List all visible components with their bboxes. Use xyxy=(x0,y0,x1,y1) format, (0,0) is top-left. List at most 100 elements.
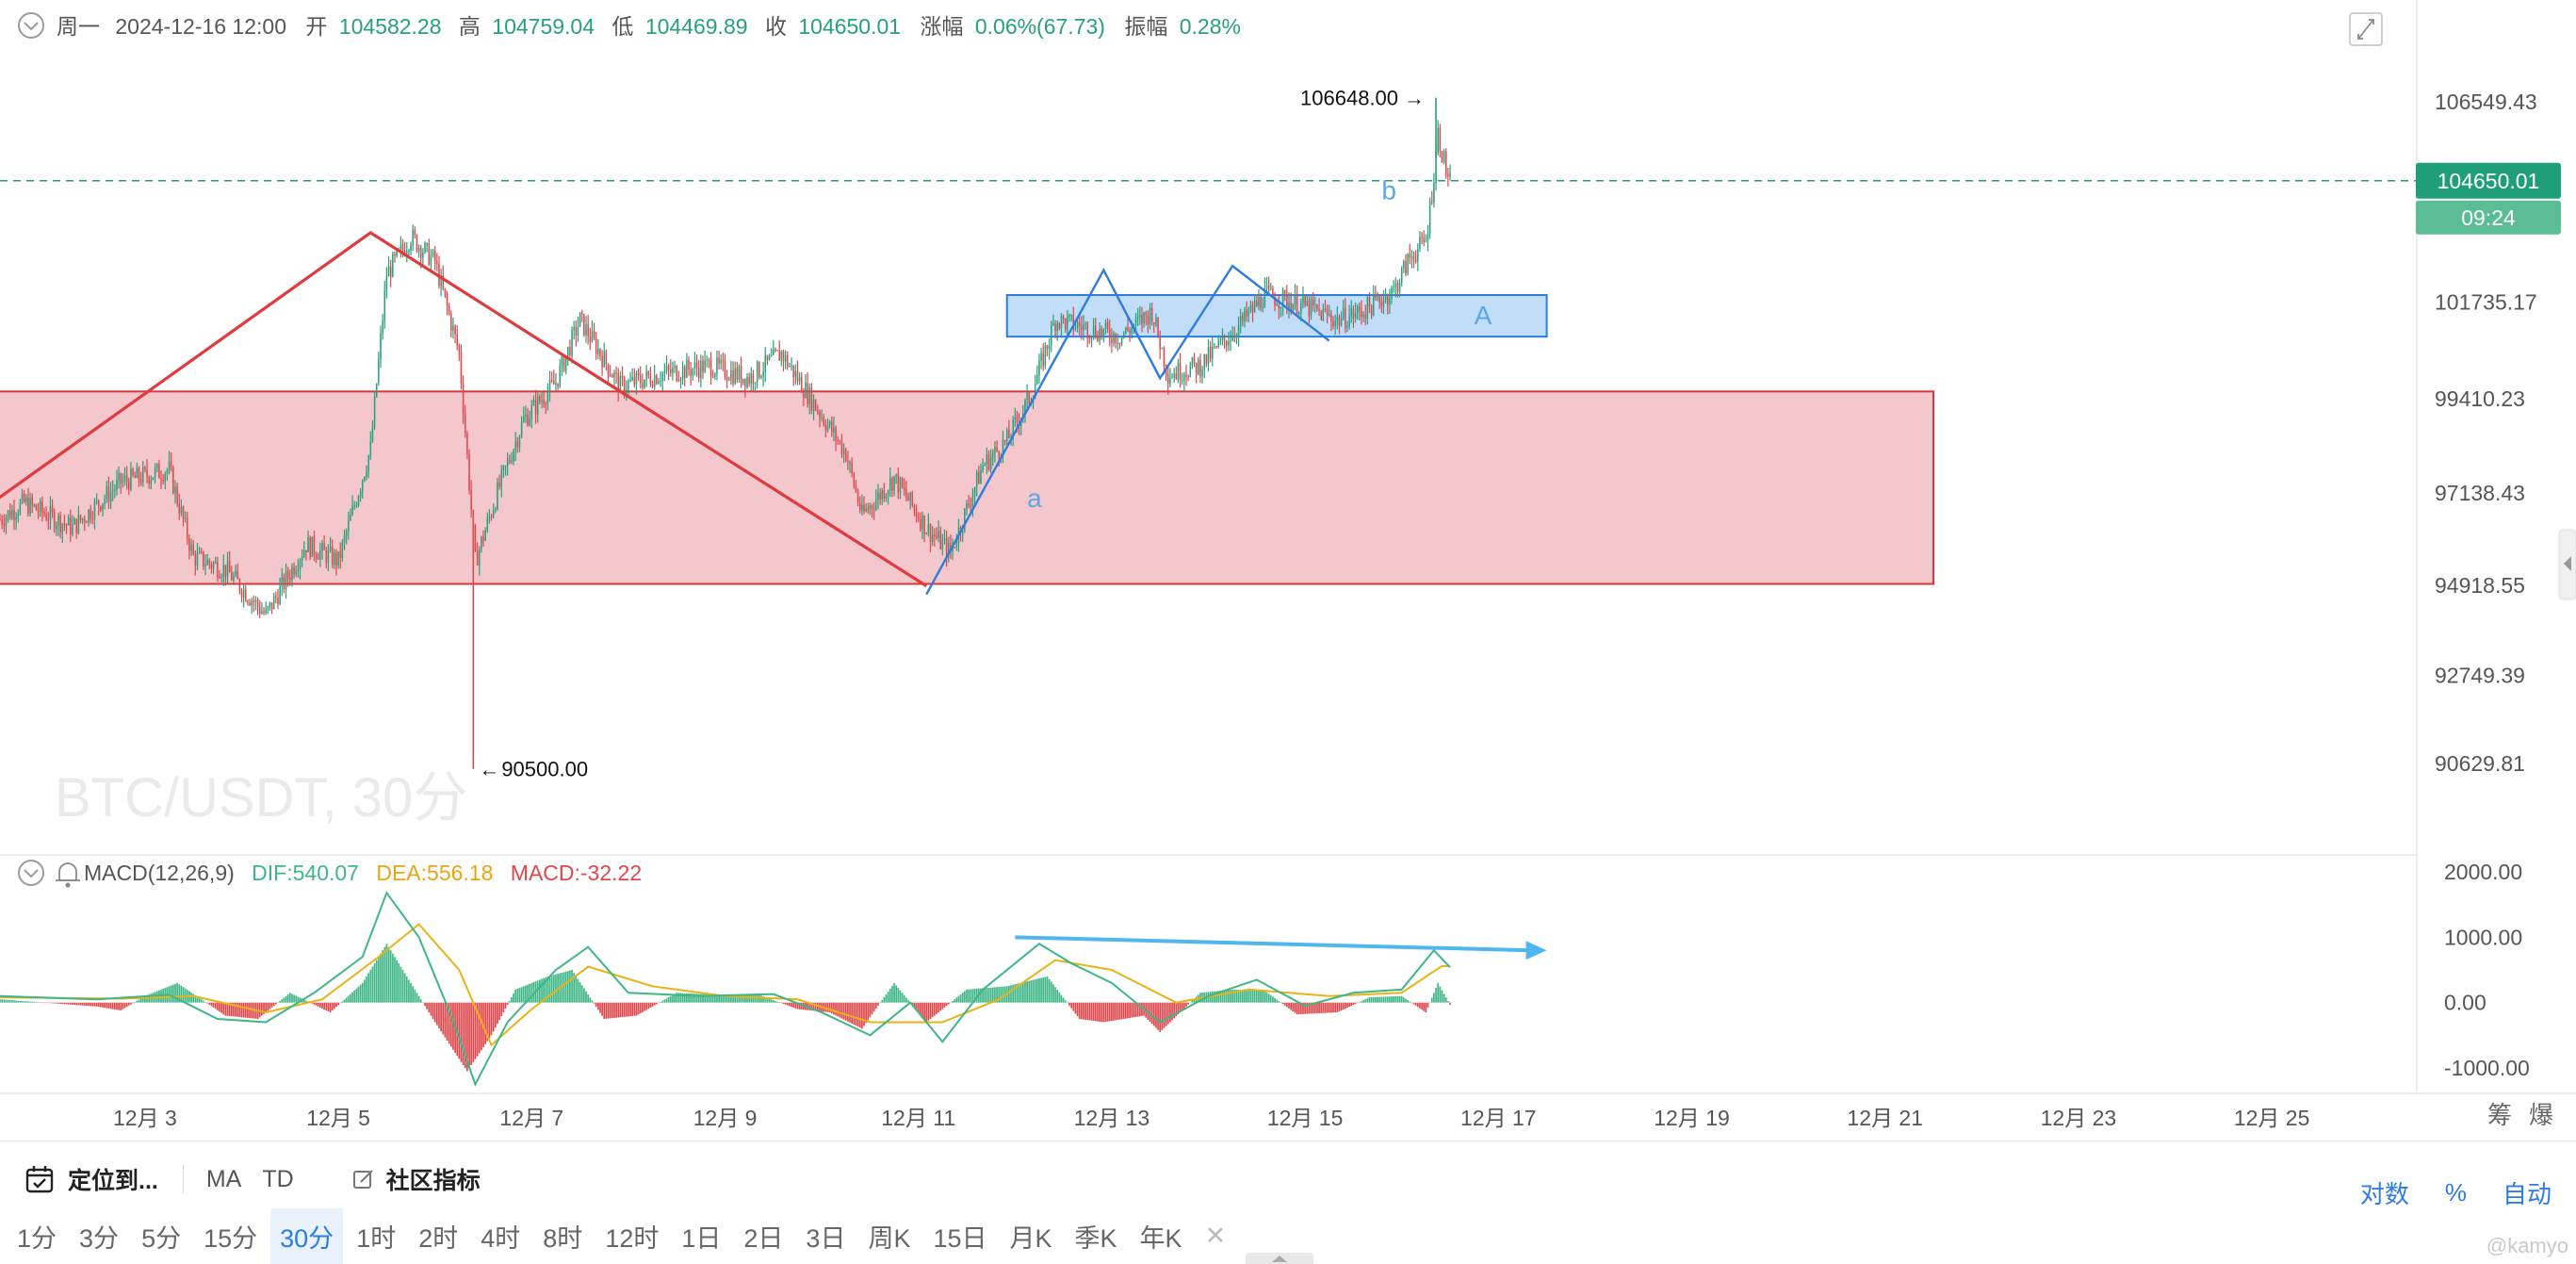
candle-body xyxy=(589,337,592,342)
macd-tick-label: 2000.00 xyxy=(2444,860,2522,884)
macd-histogram-bar xyxy=(704,993,706,1003)
macd-histogram-bar xyxy=(971,989,974,1003)
td-button[interactable]: TD xyxy=(262,1166,293,1193)
macd-histogram-bar xyxy=(410,982,412,1003)
macd-histogram-bar xyxy=(1225,990,1228,1003)
macd-histogram-bar xyxy=(1384,996,1387,1003)
candle-body xyxy=(803,392,805,398)
macd-histogram-bar xyxy=(628,1002,629,1017)
candle-body xyxy=(1228,341,1230,346)
macd-histogram-bar xyxy=(683,993,686,1003)
candle-body xyxy=(201,550,203,552)
log-scale-button[interactable]: 对数 xyxy=(2359,1179,2409,1208)
candle-body xyxy=(446,294,448,306)
macd-histogram-bar xyxy=(323,1002,325,1010)
timeframe-12[interactable]: 3日 xyxy=(806,1223,846,1253)
timeframe-9[interactable]: 12时 xyxy=(605,1223,660,1253)
candle-body xyxy=(672,367,674,373)
candle-body xyxy=(75,518,77,534)
timeframe-4[interactable]: 30分 xyxy=(270,1207,344,1264)
header-low-label: 低 xyxy=(611,14,633,39)
macd-histogram-bar xyxy=(653,1002,656,1006)
candle-body xyxy=(1276,304,1278,306)
wave-label-A: A xyxy=(1475,301,1492,330)
candle-body xyxy=(53,512,56,529)
candle-body xyxy=(1008,429,1010,438)
candle-body xyxy=(172,467,174,494)
chart-svg[interactable]: BTC/USDT, 30分 106549.43 101735.17 99410.23… xyxy=(0,0,2576,1141)
timeframe-13[interactable]: 周K xyxy=(868,1223,911,1253)
chip-distribution-label[interactable]: 筹 xyxy=(2487,1101,2512,1129)
candle-body xyxy=(530,404,533,419)
macd-histogram-bar xyxy=(1034,979,1036,1003)
macd-histogram-bar xyxy=(371,966,374,1003)
header-change-label: 涨幅 xyxy=(920,14,963,39)
macd-histogram-bar xyxy=(1255,990,1258,1003)
alert-bell-icon[interactable] xyxy=(56,862,80,888)
macd-histogram-bar xyxy=(885,994,888,1003)
macd-histogram-bar xyxy=(917,1002,920,1013)
candle-body xyxy=(760,376,762,378)
ma-button[interactable]: MA xyxy=(206,1166,242,1193)
macd-collapse-icon[interactable] xyxy=(18,860,44,886)
macd-histogram-bar xyxy=(1260,991,1262,1003)
macd-header: MACD(12,26,9) DIF:540.07 DEA:556.18 MACD… xyxy=(18,860,642,888)
timeframe-1[interactable]: 3分 xyxy=(79,1223,120,1253)
close-timeframes-icon[interactable]: ✕ xyxy=(1204,1221,1227,1250)
macd-histogram-bar xyxy=(1272,996,1274,1003)
macd-histogram-bar xyxy=(693,993,696,1003)
candle-body xyxy=(155,464,158,468)
candle-body xyxy=(970,505,972,507)
timeframe-8[interactable]: 8时 xyxy=(543,1223,583,1253)
timeframe-17[interactable]: 年K xyxy=(1139,1223,1182,1253)
timeframe-6[interactable]: 2时 xyxy=(418,1223,459,1253)
macd-histogram-bar xyxy=(1129,1002,1131,1018)
candle-body xyxy=(720,360,722,364)
timeframe-11[interactable]: 2日 xyxy=(743,1223,784,1253)
macd-histogram-bar xyxy=(609,1002,611,1019)
macd-histogram-bar xyxy=(913,1002,916,1008)
auto-scale-button[interactable]: 自动 xyxy=(2502,1179,2552,1208)
macd-histogram-bar xyxy=(1214,991,1215,1003)
macd-histogram-bar xyxy=(1416,1002,1419,1008)
candle-body xyxy=(412,230,414,246)
timeframe-14[interactable]: 15日 xyxy=(933,1223,987,1253)
locate-button[interactable]: 定位到... xyxy=(24,1162,158,1196)
burst-label[interactable]: 爆 xyxy=(2529,1101,2553,1129)
candle-body xyxy=(472,509,475,526)
candle-body xyxy=(1449,172,1451,177)
timeframe-10[interactable]: 1日 xyxy=(681,1223,722,1253)
candle-body xyxy=(758,361,760,378)
candle-body xyxy=(198,550,201,553)
candle-body xyxy=(911,492,914,506)
macd-histogram-bar xyxy=(204,1002,206,1003)
collapse-icon[interactable] xyxy=(18,12,44,39)
timeframe-5[interactable]: 1时 xyxy=(356,1223,397,1253)
macd-histogram-bar xyxy=(458,1002,461,1059)
macd-histogram-bar xyxy=(905,997,907,1003)
timeframe-15[interactable]: 月K xyxy=(1009,1223,1052,1253)
timeframe-7[interactable]: 4时 xyxy=(481,1223,521,1253)
macd-histogram-bar xyxy=(1106,1002,1109,1022)
macd-histogram-bar xyxy=(1423,1002,1426,1011)
community-indicators-button[interactable]: 社区指标 xyxy=(352,1162,481,1196)
bottom-drag-handle[interactable] xyxy=(1246,1253,1313,1264)
timeframe-16[interactable]: 季K xyxy=(1074,1223,1117,1253)
percent-scale-button[interactable]: % xyxy=(2444,1177,2467,1207)
macd-histogram-bar xyxy=(1048,978,1051,1003)
macd-histogram-bar xyxy=(709,994,712,1003)
macd-histogram-bar xyxy=(138,999,140,1003)
candle-body xyxy=(1207,346,1210,365)
timeframe-0[interactable]: 1分 xyxy=(17,1223,57,1253)
candle-body xyxy=(249,601,251,606)
candle-body xyxy=(1423,238,1425,242)
candle-body xyxy=(142,468,144,484)
candle-body xyxy=(502,466,505,470)
macd-histogram-bar xyxy=(786,1002,789,1006)
fullscreen-icon[interactable] xyxy=(2349,12,2383,46)
macd-histogram-bar xyxy=(1134,1002,1137,1017)
watermark: @kamyo xyxy=(2486,1234,2568,1257)
timeframe-2[interactable]: 5分 xyxy=(141,1223,182,1253)
timeframe-3[interactable]: 15分 xyxy=(204,1223,258,1253)
macd-histogram-bar xyxy=(236,1002,239,1017)
